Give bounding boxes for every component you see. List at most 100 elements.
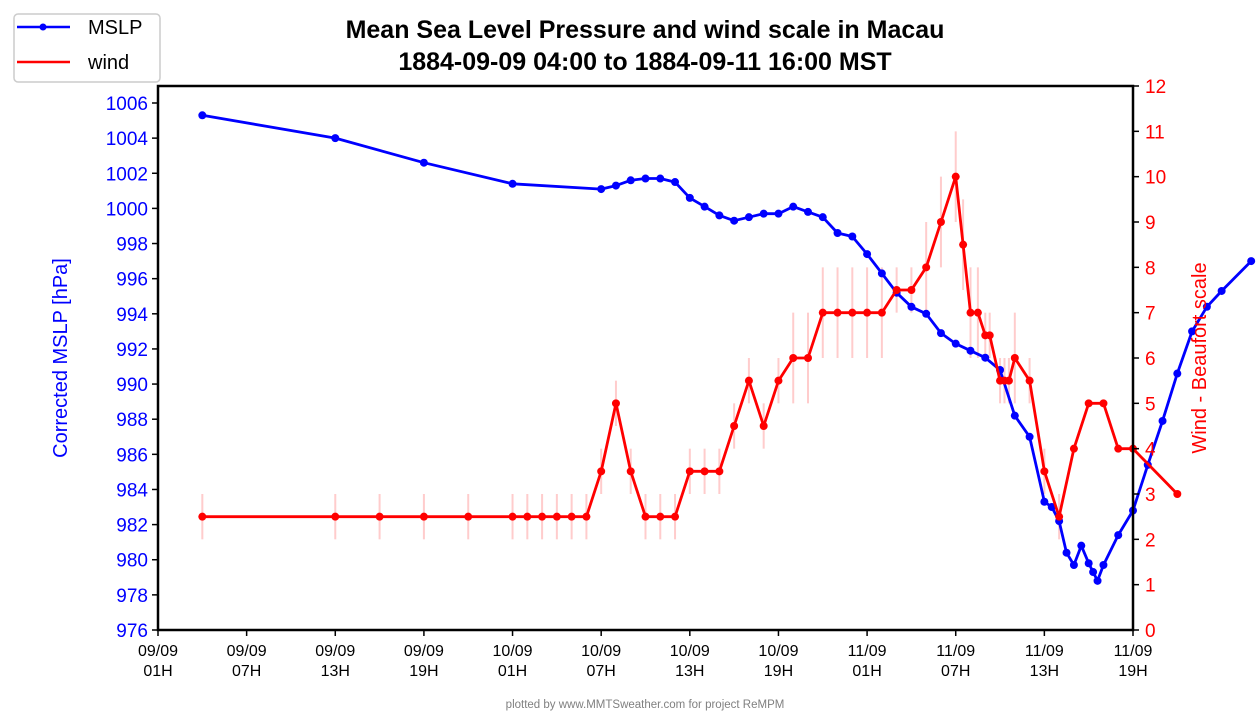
y-left-tick-label: 994: [116, 305, 148, 326]
mslp-point: [951, 339, 960, 348]
left-axis: 976 978 980 982 984 986 988 990 992 994 996 998 1000…: [106, 94, 158, 642]
wind-point: [730, 422, 739, 430]
legend-box: [13, 13, 161, 83]
wind-point: [1084, 399, 1093, 408]
wind-point: [1114, 444, 1123, 453]
y-left-tick-label: 992: [116, 340, 148, 361]
wind-point: [744, 376, 753, 385]
x-tick-label-date: 09/09: [227, 643, 267, 660]
wind-point: [419, 512, 428, 521]
wind-point: [582, 512, 591, 521]
mslp-point: [1089, 568, 1098, 577]
y-left-tick-label: 996: [116, 270, 148, 291]
wind-point: [671, 512, 680, 521]
wind-point: [715, 467, 724, 476]
y-left-tick-label: 980: [116, 551, 148, 572]
x-tick-label-date: 09/09: [138, 643, 178, 660]
mslp-point: [419, 158, 428, 167]
x-tick-label-date: 10/09: [758, 643, 798, 660]
mslp-point: [818, 213, 827, 222]
y-left-tick-label: 984: [116, 480, 148, 501]
wind-point: [922, 263, 931, 272]
wind-point: [877, 308, 886, 317]
mslp-point: [1247, 257, 1256, 266]
x-tick-label-hour: 19H: [764, 663, 793, 680]
x-tick-label-hour: 07H: [587, 663, 616, 680]
x-tick-label-date: 10/09: [581, 643, 621, 660]
x-tick-label-hour: 07H: [941, 663, 970, 680]
x-tick-label-date: 11/09: [848, 643, 887, 660]
mslp-point: [700, 202, 709, 211]
mslp-point: [597, 185, 606, 194]
mslp-point: [626, 176, 635, 185]
wind-point: [656, 512, 665, 521]
wind-point: [1010, 354, 1019, 362]
mslp-point: [966, 346, 975, 355]
mslp-point: [1202, 302, 1211, 311]
y-left-tick-label: 988: [116, 410, 148, 431]
mslp-point: [907, 302, 916, 311]
mslp-point: [1217, 286, 1226, 295]
footer-credit: plotted by www.MMTSweather.com for proje…: [506, 699, 785, 711]
chart-title: Mean Sea Level Pressure and wind scale i…: [346, 16, 945, 44]
wind-point: [1173, 490, 1182, 498]
y-right-tick-label: 11: [1145, 122, 1165, 143]
y-right-tick-label: 4: [1145, 440, 1156, 461]
x-tick-label-date: 11/09: [1114, 643, 1153, 660]
mslp-point: [1077, 541, 1086, 550]
x-tick-label-hour: 13H: [1030, 663, 1059, 680]
y-left-tick-label: 1004: [106, 129, 149, 150]
wind-point: [818, 308, 827, 317]
mslp-point: [1069, 561, 1078, 570]
x-tick-label-hour: 13H: [321, 663, 350, 680]
mslp-point: [611, 181, 620, 190]
x-tick-label-date: 09/09: [315, 643, 355, 660]
wind-point: [966, 308, 975, 317]
y-right-tick-label: 6: [1145, 349, 1156, 370]
mslp-point: [331, 134, 340, 143]
mslp-point: [641, 174, 650, 183]
mslp-point: [804, 207, 812, 216]
mslp-point: [1062, 548, 1071, 557]
mslp-point: [1093, 576, 1102, 585]
y-right-tick-label: 8: [1145, 258, 1156, 279]
mslp-point: [1114, 531, 1123, 540]
wind-point: [848, 308, 857, 317]
mslp-point: [981, 353, 990, 362]
mslp-point: [1040, 497, 1049, 506]
wind-point: [833, 308, 842, 317]
mslp-point: [730, 216, 739, 225]
x-tick-label-date: 11/09: [1025, 643, 1064, 660]
wind-point: [973, 308, 982, 317]
mslp-point: [685, 193, 694, 202]
y-right-tick-label: 0: [1145, 621, 1156, 642]
wind-point: [936, 218, 945, 226]
legend-wind-label: wind: [87, 52, 129, 74]
legend-mslp-label: MSLP: [88, 17, 142, 39]
mslp-point: [1158, 416, 1167, 425]
x-tick-label-date: 09/09: [404, 643, 444, 660]
x-tick-label-hour: 01H: [498, 663, 527, 680]
mslp-point: [744, 213, 753, 222]
mslp-point: [1047, 503, 1056, 512]
x-tick-label-date: 10/09: [493, 643, 533, 660]
mslp-point: [508, 179, 517, 188]
wind-point: [774, 376, 783, 385]
wind-point: [611, 399, 620, 408]
wind-point: [523, 512, 532, 521]
wind-point: [804, 354, 812, 362]
mslp-point: [715, 211, 724, 220]
wind-point: [951, 172, 960, 181]
wind-point: [907, 286, 916, 294]
y-left-tick-label: 990: [116, 375, 148, 396]
wind-point: [597, 467, 606, 476]
y-right-tick-label: 12: [1145, 77, 1166, 98]
y-left-label: Corrected MSLP [hPa]: [50, 258, 72, 458]
y-left-tick-label: 982: [116, 516, 148, 537]
wind-point: [508, 512, 517, 521]
wind-point: [700, 467, 709, 476]
wind-point: [331, 512, 340, 521]
x-tick-label-hour: 13H: [675, 663, 704, 680]
